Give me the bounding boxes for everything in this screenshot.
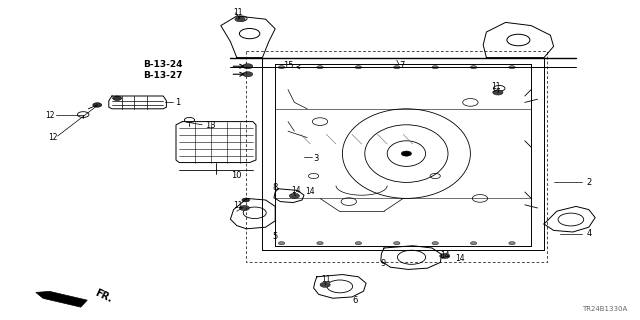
Circle shape: [317, 242, 323, 245]
Circle shape: [355, 66, 362, 69]
Circle shape: [509, 66, 515, 69]
Text: 3: 3: [314, 154, 319, 163]
Text: 12: 12: [49, 133, 58, 142]
Text: 10: 10: [232, 171, 242, 180]
Text: B-13-27: B-13-27: [143, 71, 183, 80]
Circle shape: [432, 66, 438, 69]
Text: 14: 14: [305, 188, 316, 196]
Text: 14: 14: [291, 186, 301, 195]
Circle shape: [278, 242, 285, 245]
Text: 14: 14: [440, 252, 450, 260]
Text: B-13-24: B-13-24: [143, 60, 183, 69]
Circle shape: [320, 282, 330, 287]
Circle shape: [394, 242, 400, 245]
Circle shape: [239, 205, 250, 211]
Circle shape: [317, 66, 323, 69]
Text: 11: 11: [322, 275, 331, 284]
Text: 14: 14: [454, 254, 465, 263]
Text: 9: 9: [380, 260, 385, 268]
Text: TR24B1330A: TR24B1330A: [582, 306, 627, 312]
Circle shape: [493, 90, 503, 95]
Circle shape: [235, 17, 245, 22]
Circle shape: [509, 242, 515, 245]
Text: 13: 13: [205, 121, 215, 130]
Polygon shape: [36, 292, 87, 307]
Circle shape: [93, 103, 102, 107]
Circle shape: [440, 253, 450, 259]
Circle shape: [113, 96, 122, 100]
Text: 2: 2: [586, 178, 591, 187]
Text: 1: 1: [175, 98, 180, 107]
Text: 7: 7: [399, 61, 404, 70]
Text: FR.: FR.: [93, 287, 113, 304]
Circle shape: [432, 242, 438, 245]
Text: 15: 15: [283, 61, 293, 70]
Circle shape: [243, 72, 253, 77]
Text: 8: 8: [273, 183, 278, 192]
Circle shape: [278, 66, 285, 69]
Circle shape: [401, 151, 412, 156]
Text: 5: 5: [273, 232, 278, 241]
Circle shape: [355, 242, 362, 245]
Text: 11: 11: [492, 82, 500, 91]
Text: 6: 6: [353, 296, 358, 305]
Text: 11: 11: [234, 201, 243, 210]
Circle shape: [243, 64, 253, 69]
Text: 4: 4: [586, 229, 591, 238]
Text: 12: 12: [45, 111, 54, 120]
Circle shape: [242, 198, 250, 202]
Circle shape: [470, 66, 477, 69]
Text: 11: 11: [234, 8, 243, 17]
Circle shape: [394, 66, 400, 69]
Circle shape: [289, 193, 300, 198]
Circle shape: [470, 242, 477, 245]
